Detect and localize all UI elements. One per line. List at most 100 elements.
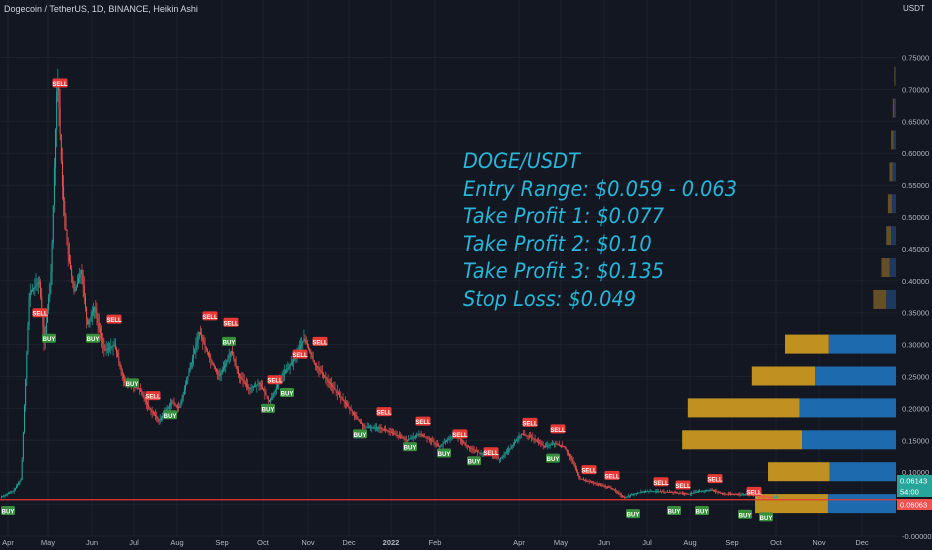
candle-body bbox=[411, 437, 413, 439]
candle-body bbox=[507, 450, 508, 452]
candle-body bbox=[40, 282, 42, 297]
candle-body bbox=[509, 448, 511, 450]
candle-body bbox=[122, 374, 124, 380]
sell-signal: SELL bbox=[202, 311, 218, 321]
candle-body bbox=[348, 406, 350, 408]
candle-body bbox=[6, 494, 8, 495]
candle-body bbox=[705, 490, 707, 492]
candle-body bbox=[196, 340, 198, 346]
candle-body bbox=[7, 493, 9, 495]
candle-body bbox=[370, 427, 372, 429]
candle-body bbox=[685, 493, 687, 495]
candle-body bbox=[340, 395, 342, 398]
candle-body bbox=[290, 363, 292, 366]
buy-signal-bg bbox=[1, 505, 15, 515]
candle-body bbox=[655, 491, 657, 493]
candle-body bbox=[646, 491, 648, 493]
candle-body bbox=[446, 440, 448, 442]
buy-signal: BUY bbox=[626, 509, 640, 519]
candle-body bbox=[764, 496, 766, 498]
candle-body bbox=[228, 355, 230, 358]
candle-body bbox=[381, 428, 383, 430]
signal-label: BUY bbox=[547, 457, 560, 463]
candle-body bbox=[527, 435, 529, 437]
candle-body bbox=[332, 385, 334, 388]
candle-body bbox=[383, 429, 385, 431]
sell-signal: SELL bbox=[223, 317, 239, 327]
candle-body bbox=[532, 437, 534, 439]
candle-body bbox=[613, 489, 615, 491]
candle-body bbox=[741, 494, 743, 496]
candle-body bbox=[475, 450, 477, 452]
candle-body bbox=[442, 443, 444, 445]
signal-label: BUY bbox=[627, 513, 640, 519]
signal-label: BUY bbox=[164, 414, 177, 420]
candle-body bbox=[364, 426, 366, 428]
candle-body bbox=[148, 404, 150, 408]
candle-body bbox=[541, 444, 543, 445]
candle-body bbox=[168, 405, 170, 407]
buy-signal-bg bbox=[86, 333, 100, 343]
candle-body bbox=[704, 490, 706, 492]
signal-label: BUY bbox=[739, 513, 752, 519]
candle-body bbox=[587, 480, 589, 482]
candle-body bbox=[473, 449, 475, 451]
candle-body bbox=[601, 485, 603, 487]
candle-body bbox=[20, 479, 22, 481]
candle-body bbox=[306, 343, 308, 347]
buy-signal-bg bbox=[163, 410, 177, 420]
candle-body bbox=[639, 492, 641, 494]
candle-body bbox=[462, 440, 464, 443]
candle-body bbox=[320, 371, 322, 373]
candle-body bbox=[765, 496, 767, 498]
candle-body bbox=[38, 282, 40, 283]
low-price-tag-bg bbox=[897, 499, 932, 510]
buy-signal-bg bbox=[222, 336, 236, 346]
candle-body bbox=[178, 406, 180, 408]
candle-body bbox=[26, 352, 28, 380]
candle-body bbox=[11, 492, 13, 493]
candle-body bbox=[572, 460, 574, 464]
candle-body bbox=[18, 482, 20, 485]
candle-body bbox=[220, 372, 222, 376]
candle-body bbox=[385, 429, 387, 431]
candle-body bbox=[624, 497, 626, 499]
candle-body bbox=[308, 346, 310, 349]
candle-body bbox=[679, 492, 681, 494]
candle-body bbox=[341, 397, 343, 399]
candle-body bbox=[403, 438, 405, 439]
candle-body bbox=[68, 254, 70, 262]
candle-body bbox=[213, 364, 215, 367]
candle-body bbox=[703, 490, 705, 492]
volume-bar-down bbox=[768, 462, 830, 482]
volume-bar-down bbox=[682, 430, 803, 450]
candle-body bbox=[578, 474, 580, 478]
candle-body bbox=[421, 434, 423, 436]
price-tick-label: 0.15000 bbox=[902, 436, 929, 445]
candle-body bbox=[241, 378, 243, 380]
price-tick-label: 0.10000 bbox=[902, 468, 929, 477]
candle-body bbox=[677, 492, 679, 494]
sell-signal-bg bbox=[52, 78, 68, 88]
buy-signal: BUY bbox=[695, 505, 709, 515]
candle-body bbox=[160, 417, 162, 420]
volume-bar-down bbox=[755, 494, 828, 514]
candle-body bbox=[112, 345, 114, 347]
candle-body bbox=[71, 268, 73, 277]
signal-label: SELL bbox=[675, 484, 691, 490]
candle-body bbox=[633, 493, 635, 495]
signal-label: SELL bbox=[604, 474, 620, 480]
candle-body bbox=[19, 480, 21, 483]
sell-signal: SELL bbox=[452, 429, 468, 439]
candle-body bbox=[653, 491, 655, 493]
candle-body bbox=[540, 443, 542, 445]
candle-body bbox=[360, 422, 362, 424]
candle-body bbox=[714, 490, 715, 492]
candle-body bbox=[244, 382, 246, 385]
candle-body bbox=[630, 494, 632, 496]
candle-body bbox=[293, 359, 295, 362]
candle-body bbox=[147, 402, 149, 405]
candle-body bbox=[157, 417, 159, 420]
candle-body bbox=[502, 455, 504, 457]
